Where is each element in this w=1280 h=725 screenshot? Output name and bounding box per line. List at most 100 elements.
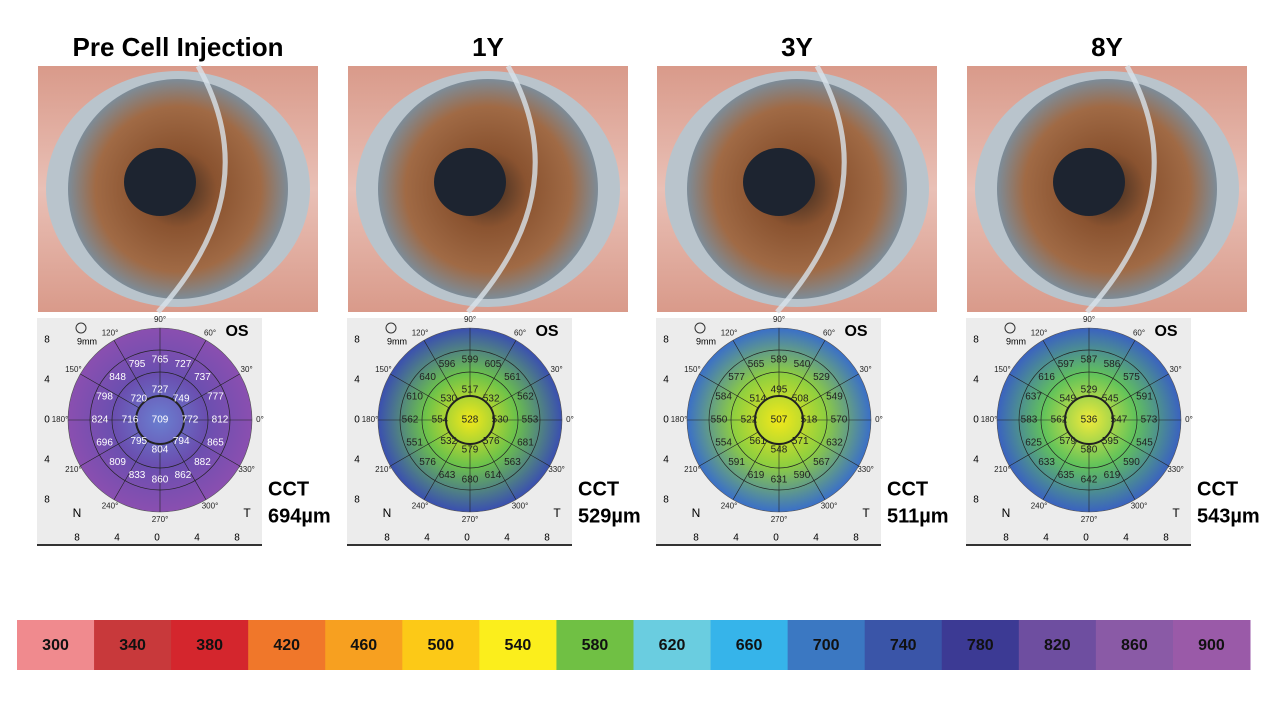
eye-label: OS xyxy=(535,323,558,340)
scale-label: 820 xyxy=(1044,637,1071,654)
y-tick-label: 8 xyxy=(973,495,979,506)
thickness-value: 586 xyxy=(1104,359,1121,370)
thickness-value: 562 xyxy=(517,392,534,403)
thickness-value: 530 xyxy=(440,393,457,404)
angle-label: 330° xyxy=(1167,465,1184,474)
map-spoke xyxy=(1100,340,1136,400)
scale-cell xyxy=(1095,620,1174,670)
angle-label: 60° xyxy=(823,329,835,338)
y-tick-label: 0 xyxy=(44,415,50,426)
thickness-value: 507 xyxy=(771,415,788,426)
panel-title: Pre Cell Injection xyxy=(73,32,284,62)
map-spoke xyxy=(171,440,207,500)
thickness-value: 553 xyxy=(522,415,539,426)
x-tick-label: 8 xyxy=(693,533,699,544)
thickness-value: 518 xyxy=(801,415,818,426)
thickness-value: 772 xyxy=(182,415,199,426)
x-tick-label: 8 xyxy=(544,533,550,544)
y-tick-label: 4 xyxy=(973,455,979,466)
thickness-value: 833 xyxy=(129,470,146,481)
eye-label: OS xyxy=(225,323,248,340)
scale-label: 740 xyxy=(890,637,917,654)
angle-label: 180° xyxy=(671,415,688,424)
thickness-value: 579 xyxy=(462,445,479,456)
x-tick-label: 8 xyxy=(1163,533,1169,544)
zoom-label: 9mm xyxy=(1006,336,1026,346)
thickness-value: 591 xyxy=(728,457,745,468)
thickness-value: 860 xyxy=(152,475,169,486)
thickness-value: 633 xyxy=(1038,457,1055,468)
thickness-value: 577 xyxy=(728,372,745,383)
angle-label: 60° xyxy=(204,329,216,338)
x-tick-label: 8 xyxy=(1003,533,1009,544)
map-spoke xyxy=(1042,440,1078,500)
scale-cell xyxy=(864,620,943,670)
y-tick-label: 8 xyxy=(44,495,50,506)
eye-label: OS xyxy=(1154,323,1177,340)
thickness-value: 528 xyxy=(462,415,479,426)
x-tick-label: 4 xyxy=(194,533,200,544)
thickness-value: 709 xyxy=(152,415,169,426)
pupil xyxy=(434,148,506,216)
thickness-value: 642 xyxy=(1081,475,1098,486)
angle-label: 150° xyxy=(994,365,1011,374)
angle-label: 240° xyxy=(102,502,119,511)
thickness-value: 727 xyxy=(175,359,192,370)
thickness-value: 625 xyxy=(1025,438,1042,449)
thickness-value: 599 xyxy=(462,355,479,366)
temporal-label: T xyxy=(1172,506,1180,520)
thickness-value: 795 xyxy=(129,359,146,370)
pupil xyxy=(124,148,196,216)
cct-label: CCT xyxy=(268,478,309,500)
thickness-value: 727 xyxy=(152,385,169,396)
angle-label: 270° xyxy=(771,515,788,524)
thickness-value: 508 xyxy=(792,393,809,404)
y-tick-label: 8 xyxy=(663,335,669,346)
nasal-label: N xyxy=(1002,506,1011,520)
x-tick-label: 4 xyxy=(114,533,120,544)
angle-label: 0° xyxy=(256,415,264,424)
pupil xyxy=(1053,148,1125,216)
cct-label: CCT xyxy=(1197,478,1238,500)
scale-label: 380 xyxy=(196,637,223,654)
thickness-value: 596 xyxy=(439,359,456,370)
map-spoke xyxy=(799,431,859,467)
thickness-value: 514 xyxy=(749,393,766,404)
scale-label: 660 xyxy=(736,637,763,654)
angle-label: 270° xyxy=(152,515,169,524)
cct-value: 543µm xyxy=(1197,505,1260,527)
map-spoke xyxy=(732,440,768,500)
map-spoke xyxy=(390,373,450,409)
thickness-value: 631 xyxy=(771,475,788,486)
thickness-value: 495 xyxy=(771,385,788,396)
thickness-value: 605 xyxy=(485,359,502,370)
angle-label: 210° xyxy=(65,465,82,474)
thickness-value: 865 xyxy=(207,438,224,449)
thickness-value: 587 xyxy=(1081,355,1098,366)
zoom-label: 9mm xyxy=(696,336,716,346)
map-spoke xyxy=(790,440,826,500)
thickness-value: 804 xyxy=(152,445,169,456)
scale-label: 460 xyxy=(350,637,377,654)
x-tick-label: 4 xyxy=(1123,533,1129,544)
scale-label: 540 xyxy=(505,637,532,654)
scale-cell xyxy=(325,620,403,670)
map-spoke xyxy=(699,373,759,409)
thickness-value: 565 xyxy=(748,359,765,370)
thickness-value: 579 xyxy=(1059,436,1076,447)
thickness-value: 643 xyxy=(439,470,456,481)
thickness-value: 616 xyxy=(1038,372,1055,383)
panel-title: 3Y xyxy=(781,32,813,62)
thickness-value: 777 xyxy=(207,392,224,403)
y-tick-label: 4 xyxy=(354,375,360,386)
nasal-label: N xyxy=(692,506,701,520)
thickness-value: 532 xyxy=(440,436,457,447)
angle-label: 60° xyxy=(1133,329,1145,338)
angle-label: 30° xyxy=(551,365,563,374)
map-spoke xyxy=(390,431,450,467)
thickness-value: 536 xyxy=(1081,415,1098,426)
y-tick-label: 8 xyxy=(44,335,50,346)
panel-title: 1Y xyxy=(472,32,504,62)
y-tick-label: 4 xyxy=(44,375,50,386)
cct-value: 694µm xyxy=(268,505,331,527)
